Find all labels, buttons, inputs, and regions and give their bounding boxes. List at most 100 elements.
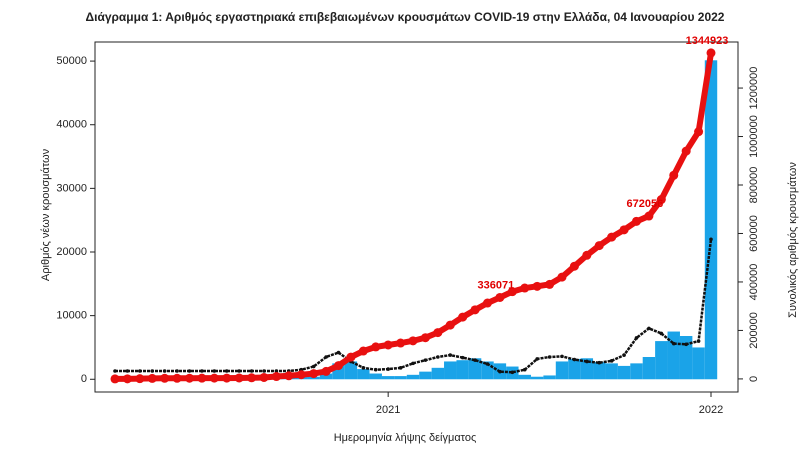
point — [150, 369, 155, 373]
point — [222, 373, 232, 383]
point — [706, 48, 716, 58]
point — [609, 359, 614, 363]
point — [262, 369, 266, 373]
point — [507, 287, 517, 297]
point — [398, 366, 403, 370]
point — [458, 312, 468, 322]
point — [271, 372, 281, 382]
bar — [444, 361, 457, 380]
y2-tick-label: 600000 — [748, 215, 760, 252]
point — [498, 369, 502, 374]
x-tick-label: 2021 — [376, 404, 400, 416]
point — [696, 339, 701, 343]
point — [532, 281, 542, 291]
bar — [369, 373, 382, 380]
point — [634, 336, 639, 340]
bar — [692, 347, 705, 380]
y-tick-label: 40000 — [56, 119, 87, 131]
point — [545, 279, 555, 289]
point — [669, 170, 679, 180]
bar — [642, 357, 656, 380]
y2-tick-label: 200000 — [748, 312, 760, 349]
point — [185, 373, 194, 383]
point — [346, 352, 356, 362]
point — [386, 367, 390, 371]
point — [113, 369, 117, 373]
point — [311, 364, 316, 369]
point — [423, 358, 428, 362]
point — [138, 369, 142, 373]
bar — [568, 358, 581, 380]
bar — [543, 375, 556, 380]
x-axis-label: Ημερομηνία λήψης δείγματος — [334, 432, 477, 444]
point — [361, 366, 366, 370]
bar — [456, 360, 469, 380]
point — [162, 369, 167, 373]
point — [212, 369, 217, 373]
point — [396, 338, 406, 348]
point — [336, 350, 341, 355]
point — [175, 369, 179, 373]
point — [681, 146, 691, 156]
point — [647, 326, 651, 331]
point — [309, 369, 319, 379]
bar — [630, 363, 643, 380]
point — [334, 361, 343, 371]
bar — [381, 376, 395, 380]
value-label: 336071 — [478, 279, 515, 291]
point — [659, 331, 664, 336]
point — [460, 355, 465, 360]
y-tick-label: 20000 — [56, 246, 87, 258]
y2-axis-label: Συνολικός αριθμός κρουσμάτων — [787, 162, 799, 318]
bar — [406, 374, 420, 380]
point — [572, 357, 577, 362]
point — [383, 340, 393, 350]
line — [115, 239, 713, 374]
point — [585, 359, 589, 364]
point — [656, 195, 666, 205]
point — [110, 374, 120, 384]
bar — [419, 371, 432, 380]
bar — [431, 367, 445, 380]
bar — [319, 373, 333, 380]
point — [485, 362, 490, 366]
point — [473, 358, 477, 362]
bar — [357, 369, 370, 380]
point — [373, 367, 378, 372]
point — [622, 353, 626, 357]
point — [522, 367, 527, 372]
y-tick-label: 30000 — [56, 182, 87, 194]
point — [321, 366, 331, 376]
point — [420, 333, 430, 343]
point — [259, 372, 269, 382]
y-tick-label: 10000 — [56, 310, 87, 322]
point — [187, 369, 192, 373]
y-tick-label: 0 — [81, 373, 87, 385]
point — [147, 373, 157, 383]
point — [594, 241, 604, 251]
point — [135, 374, 145, 384]
bar — [667, 331, 680, 380]
point — [436, 355, 440, 359]
point — [122, 374, 132, 384]
point — [483, 298, 492, 308]
chart-title: Διάγραμμα 1: Αριθμός εργαστηριακά επιβεβ… — [86, 10, 725, 24]
bar — [518, 374, 531, 380]
point — [607, 232, 617, 242]
bar — [679, 336, 693, 380]
point — [582, 250, 592, 260]
point — [470, 305, 480, 315]
point — [597, 360, 602, 365]
line — [114, 52, 714, 382]
point — [433, 328, 443, 338]
point — [535, 357, 539, 361]
bar — [580, 358, 594, 380]
point — [495, 292, 505, 302]
point — [448, 353, 453, 357]
point — [247, 373, 257, 383]
bar — [605, 363, 618, 380]
point — [200, 369, 204, 373]
point — [510, 370, 515, 375]
point — [197, 373, 207, 383]
point — [709, 237, 713, 242]
